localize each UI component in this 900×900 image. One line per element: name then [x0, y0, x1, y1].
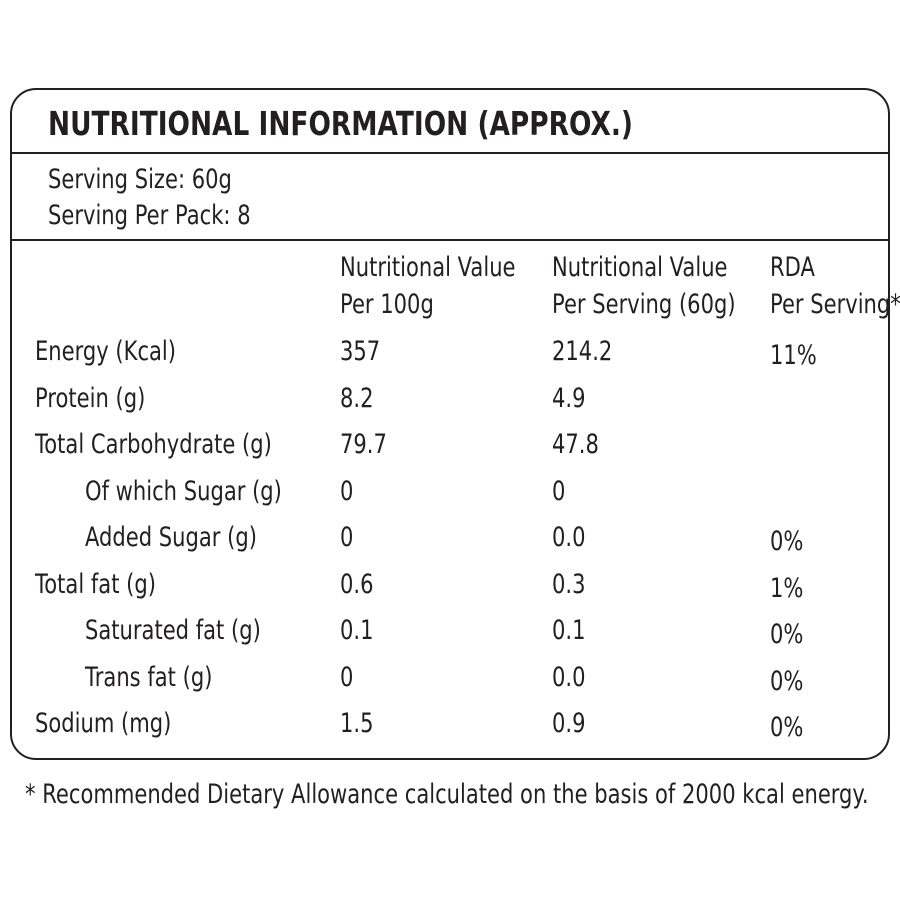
nutrient-name: Of which Sugar (g): [85, 475, 282, 507]
column-header: Nutritional Value: [552, 252, 728, 283]
nutrient-value: 79.7: [340, 429, 387, 460]
nutrient-name: Sodium (mg): [35, 708, 172, 739]
nutrient-value: 1%: [770, 572, 804, 604]
nutrient-value: 214.2: [552, 336, 613, 367]
nutrient-value: 4.9: [552, 382, 586, 414]
nutrient-value: 0.3: [552, 568, 586, 600]
nutrient-value: 0%: [770, 665, 804, 697]
nutrient-name: Saturated fat (g): [85, 615, 261, 646]
nutrient-value: 0: [340, 522, 354, 553]
serving-size: Serving Size: 60g: [48, 164, 232, 195]
nutrient-name: Energy (Kcal): [35, 336, 177, 367]
label-border: [10, 88, 890, 760]
nutrient-value: 0: [340, 475, 354, 507]
nutrient-name: Added Sugar (g): [85, 522, 257, 553]
nutrient-name: Total Carbohydrate (g): [35, 429, 272, 460]
column-header: Per Serving (60g): [552, 289, 736, 320]
column-header: RDA: [770, 252, 815, 283]
column-header: Nutritional Value: [340, 252, 516, 283]
nutrient-value: 0%: [770, 712, 804, 743]
nutrient-value: 0.1: [340, 615, 374, 646]
nutrient-value: 0.1: [552, 615, 586, 646]
nutrient-name: Protein (g): [35, 382, 146, 414]
nutrient-value: 0.0: [552, 522, 586, 553]
nutrient-value: 0: [552, 475, 566, 507]
nutrient-value: 0.9: [552, 708, 586, 739]
nutrient-name: Trans fat (g): [85, 661, 213, 693]
nutrient-value: 1.5: [340, 708, 374, 739]
nutrient-value: 0%: [770, 526, 804, 557]
nutrient-name: Total fat (g): [35, 568, 156, 600]
nutrient-value: 11%: [770, 340, 817, 371]
title: NUTRITIONAL INFORMATION (APPROX.): [48, 104, 633, 143]
serving-per-pack: Serving Per Pack: 8: [48, 200, 251, 231]
nutrient-value: 0: [340, 661, 354, 693]
nutrient-value: 0.6: [340, 568, 374, 600]
nutrient-value: 47.8: [552, 429, 599, 460]
nutrient-value: 0%: [770, 619, 804, 650]
nutrient-value: 357: [340, 336, 381, 367]
nutrient-value: 8.2: [340, 382, 374, 414]
divider: [10, 239, 888, 241]
nutrient-value: 0.0: [552, 661, 586, 693]
column-header: Per Serving*: [770, 289, 900, 320]
footnote: * Recommended Dietary Allowance calculat…: [25, 779, 869, 810]
column-header: Per 100g: [340, 289, 434, 320]
divider: [10, 152, 888, 154]
